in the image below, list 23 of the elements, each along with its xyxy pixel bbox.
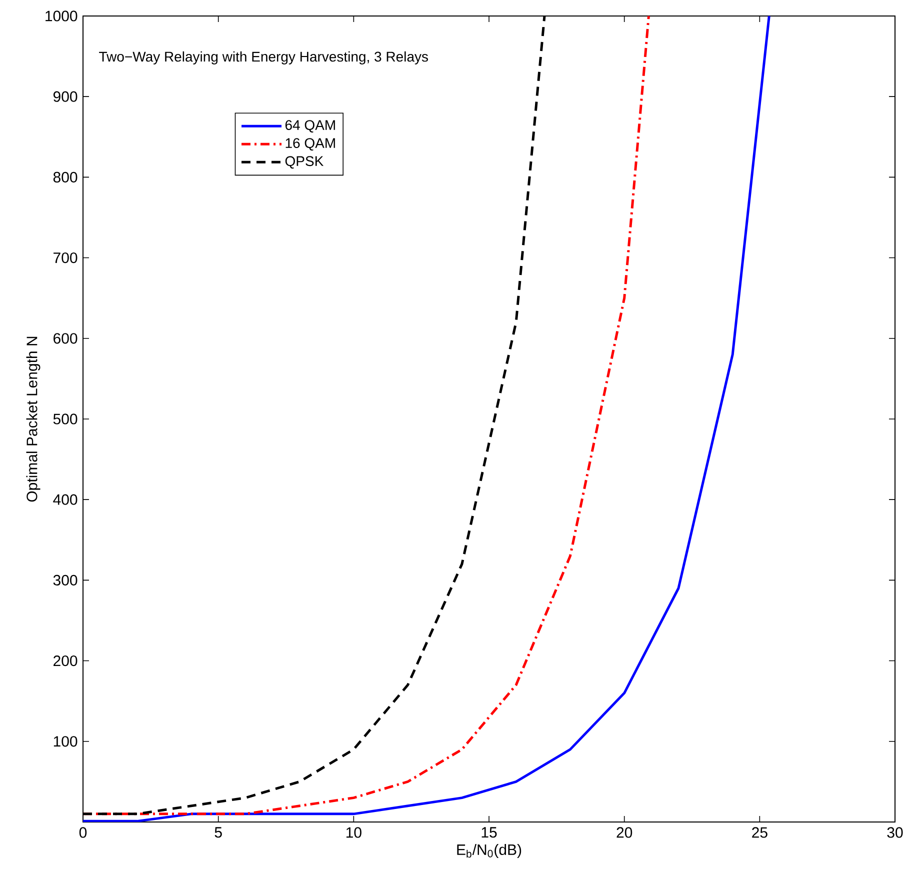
x-axis-title: E$_{b}$/N$_{0}$(dB)	[457, 844, 522, 858]
y-tick-label: 600	[54, 333, 78, 344]
y-tick-label: 800	[53, 172, 78, 182]
legend-label: 16 QAM	[286, 138, 335, 151]
annotation: Two−Way Relaying with Energy Harvesting, 3 Relays	[99, 51, 428, 64]
y-axis-title: Optimal Packet Length N	[26, 336, 40, 502]
legend-label: QPSK	[285, 156, 324, 169]
y-tick-label: 100	[54, 736, 78, 747]
x-tick-label: 15	[482, 827, 497, 838]
x-tick-label: 10	[346, 827, 362, 838]
x-tick-label: 5	[214, 827, 222, 838]
x-tick-label: 0	[79, 827, 87, 838]
x-tick-label: 20	[616, 827, 632, 838]
y-tick-label: 700	[54, 252, 78, 264]
y-tick-label: 900	[53, 91, 78, 102]
x-tick-label: 30	[887, 827, 903, 838]
y-tick-label: 300	[53, 574, 78, 586]
y-tick-label: 400	[53, 494, 78, 505]
x-tick-label: 25	[752, 827, 768, 838]
legend-label: 64 QAM	[285, 120, 335, 133]
y-tick-label: 200	[54, 655, 78, 666]
y-tick-label: 500	[53, 414, 78, 424]
y-tick-label: 1000	[46, 10, 78, 22]
